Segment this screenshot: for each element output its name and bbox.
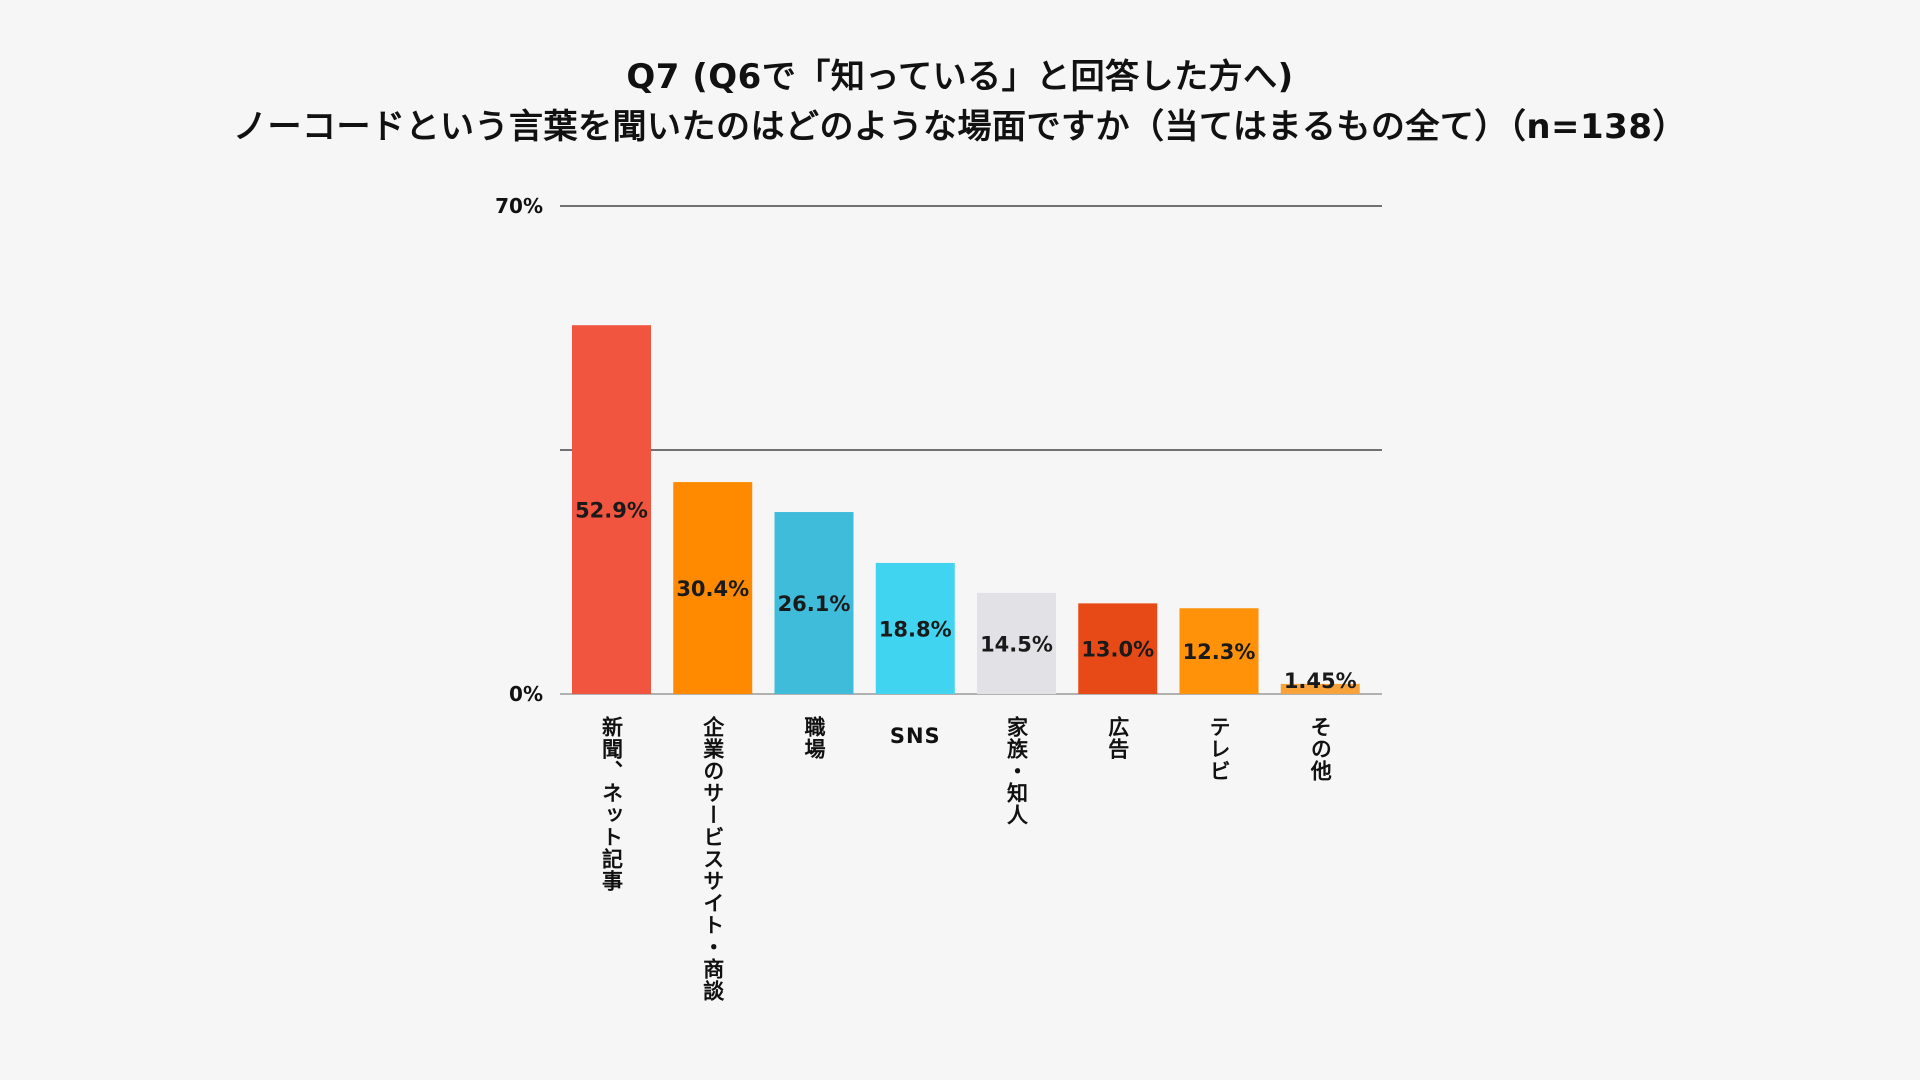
y-tick-label: 70%: [495, 194, 543, 218]
chart-title: Q7 (Q6で「知っている」と回答した方へ): [626, 57, 1294, 97]
bar: [1078, 603, 1158, 694]
category-label: その他: [1308, 716, 1333, 782]
bar-data-label: 13.0%: [1081, 638, 1154, 662]
bar: [774, 512, 854, 694]
bar-data-label: 1.45%: [1284, 669, 1357, 693]
bar: [977, 592, 1056, 694]
bar-data-label: 30.4%: [676, 577, 749, 601]
category-label: 家族・知人: [1004, 716, 1029, 826]
bar: [1280, 683, 1360, 694]
bar: [673, 482, 753, 694]
bar-data-label: 26.1%: [778, 592, 851, 616]
chart-title-block: Q7 (Q6で「知っている」と回答した方へ) ノーコードという言葉を聞いたのはど…: [0, 52, 1920, 152]
category-label: SNS: [889, 724, 941, 748]
category-label: 企業のサービスサイト・商談: [700, 716, 725, 1002]
category-label: テレビ: [1207, 716, 1231, 782]
bar: [572, 325, 651, 694]
bar-data-label: 14.5%: [980, 632, 1053, 656]
bar-data-label: 52.9%: [575, 499, 648, 523]
bar-data-label: 18.8%: [879, 617, 952, 641]
category-label: 広告: [1105, 716, 1130, 760]
bar: [875, 562, 955, 694]
bar: [1179, 608, 1259, 694]
category-label: 職場: [802, 716, 826, 760]
y-tick-label: 0%: [509, 682, 543, 706]
bar-data-label: 12.3%: [1183, 640, 1256, 664]
chart-subtitle: ノーコードという言葉を聞いたのはどのような場面ですか（当てはまるもの全て）（n=…: [233, 107, 1687, 147]
category-label: 新聞、ネット記事: [599, 716, 624, 892]
